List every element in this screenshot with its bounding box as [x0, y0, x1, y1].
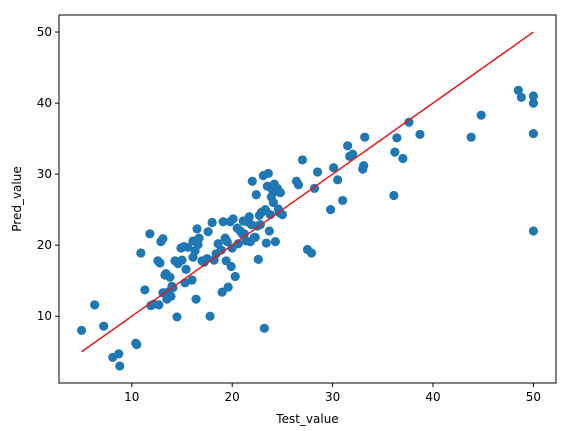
scatter-point [218, 217, 228, 227]
scatter-point [154, 300, 164, 310]
scatter-point [223, 282, 233, 292]
x-tick-label: 50 [526, 390, 541, 404]
scatter-point [226, 261, 236, 272]
scatter-point [392, 133, 402, 143]
axes [58, 14, 557, 384]
scatter-point [183, 242, 193, 252]
scatter-point [293, 180, 304, 190]
scatter-point [90, 300, 100, 310]
scatter-point [333, 175, 343, 185]
scatter-point [244, 212, 254, 222]
scatter-point [145, 229, 155, 239]
scatter-point [390, 147, 400, 157]
scatter-point [360, 132, 370, 142]
scatter-point [513, 85, 523, 95]
reference-line [81, 31, 534, 353]
scatter-point [136, 248, 146, 258]
y-tick-label: 50 [37, 25, 52, 39]
scatter-point [275, 188, 285, 198]
scatter-point [528, 226, 539, 236]
scatter-point [398, 153, 408, 164]
scatter-point [205, 311, 215, 321]
scatter-point [207, 217, 217, 228]
scatter-point [166, 291, 176, 301]
scatter-point [140, 285, 150, 295]
y-axis-ticks: 10 20 30 40 50 [37, 25, 59, 323]
scatter-point [251, 190, 261, 200]
scatter-point [239, 229, 249, 239]
scatter-point [165, 272, 175, 282]
scatter-point [466, 132, 476, 142]
x-tick-label: 10 [124, 390, 139, 404]
scatter-point [516, 92, 526, 103]
scatter-point [476, 110, 486, 120]
scatter-point [181, 264, 191, 274]
scatter-point [158, 234, 168, 244]
x-axis-label: Test_value [275, 412, 338, 426]
scatter-point [233, 239, 243, 249]
scatter-point [155, 258, 165, 268]
scatter-point [76, 325, 87, 336]
scatter-point [222, 237, 232, 247]
scatter-point [250, 232, 260, 242]
scatter-point [306, 248, 317, 258]
scatter-point [359, 161, 369, 171]
x-axis-ticks: 10 20 30 40 50 [124, 383, 541, 404]
scatter-point [259, 323, 269, 333]
scatter-point [177, 255, 187, 265]
scatter-point [191, 294, 201, 304]
x-tick-label: 20 [225, 390, 240, 404]
scatter-point [297, 155, 308, 165]
scatter-point [115, 361, 125, 371]
scatter-point [348, 149, 358, 159]
scatter-point [247, 176, 257, 186]
scatter-point [277, 210, 287, 220]
scatter-point [192, 224, 202, 234]
scatter-point [343, 141, 353, 151]
scatter-point [528, 91, 539, 101]
y-tick-label: 40 [37, 96, 52, 110]
scatter-point [528, 129, 539, 139]
scatter-point [99, 321, 109, 331]
scatter-point [228, 214, 238, 224]
scatter-point [253, 254, 263, 264]
scatter-point [338, 195, 348, 206]
scatter-point [230, 271, 240, 282]
y-tick-label: 10 [37, 309, 52, 323]
scatter-point [216, 245, 226, 255]
scatter-point [203, 227, 213, 237]
scatter-point [264, 226, 274, 236]
x-tick-label: 40 [425, 390, 440, 404]
scatter-point [528, 98, 539, 108]
x-tick-label: 30 [325, 390, 340, 404]
axes-frame [58, 14, 557, 384]
scatter-point [194, 233, 204, 243]
scatter-point [329, 163, 339, 173]
scatter-point [268, 197, 278, 208]
scatter-point [187, 275, 197, 285]
scatter-point [325, 205, 336, 215]
scatter-point [312, 167, 323, 177]
scatter-point [389, 190, 399, 201]
y-tick-label: 30 [37, 167, 52, 181]
scatter-point [132, 340, 142, 350]
scatter-point [270, 237, 280, 247]
scatter-point [263, 168, 273, 179]
y-axis-label: Pred_value [10, 166, 24, 231]
scatter-point [404, 117, 414, 127]
scatter-point [261, 238, 271, 248]
scatter-point [114, 349, 124, 359]
scatter-point [415, 129, 425, 139]
y-tick-label: 20 [37, 238, 52, 252]
scatter-point [172, 312, 182, 322]
data-marks [76, 31, 539, 371]
